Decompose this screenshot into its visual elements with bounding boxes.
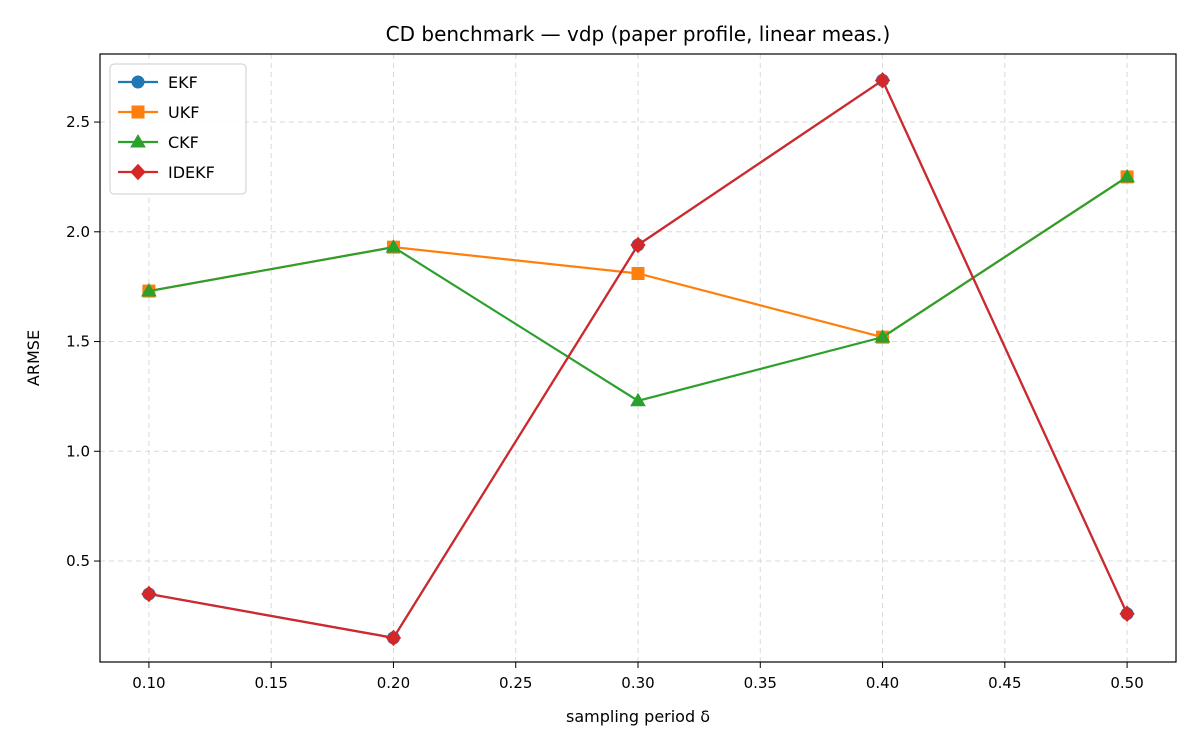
y-tick-label: 0.5 <box>66 552 90 570</box>
legend-box <box>109 63 247 195</box>
legend-entry-ckf: CKF <box>118 133 199 152</box>
ckf-point <box>141 283 157 297</box>
chart-title: CD benchmark — vdp (paper profile, linea… <box>386 22 891 46</box>
legend-swatch-marker <box>130 163 146 181</box>
x-tick-label: 0.25 <box>499 674 532 692</box>
idekf-point <box>1119 605 1135 622</box>
idekf-point <box>141 585 157 603</box>
x-tick-label: 0.35 <box>744 674 777 692</box>
x-tick-label: 0.30 <box>621 674 654 692</box>
series-layer <box>141 72 1135 647</box>
series-ckf <box>141 168 1135 407</box>
idekf-point <box>874 72 891 89</box>
x-tick-label: 0.40 <box>866 674 899 692</box>
ckf-point <box>874 329 891 343</box>
legend: EKF UKF CKF IDEKF <box>109 63 247 195</box>
x-tick-label: 0.15 <box>254 674 287 692</box>
x-tick-label: 0.50 <box>1110 674 1143 692</box>
legend-entry-idekf: IDEKF <box>118 163 215 182</box>
legend-label: UKF <box>168 103 199 122</box>
x-tick-label: 0.45 <box>988 674 1021 692</box>
legend-label: EKF <box>168 73 198 92</box>
y-tick-label: 1.0 <box>66 442 90 460</box>
x-axis-ticks: 0.10 0.15 0.20 0.25 0.30 0.35 0.40 0.45 0.50 <box>132 662 1144 692</box>
ckf-point <box>1119 168 1135 183</box>
ckf-point <box>630 392 646 407</box>
ukf-point <box>631 266 645 280</box>
legend-entry-ekf: EKF <box>118 73 198 92</box>
idekf-point <box>385 629 402 647</box>
legend-swatch-marker <box>131 75 145 89</box>
x-tick-label: 0.20 <box>377 674 410 692</box>
legend-label: IDEKF <box>168 163 215 182</box>
x-tick-label: 0.10 <box>132 674 165 692</box>
ckf-point <box>385 239 402 253</box>
legend-swatch-marker <box>130 134 146 148</box>
legend-label: CKF <box>168 133 199 152</box>
y-axis-ticks: 0.5 1.0 1.5 2.0 2.5 <box>66 113 100 570</box>
legend-entry-ukf: UKF <box>118 103 199 122</box>
idekf-point <box>630 236 646 254</box>
y-axis-label: ARMSE <box>24 330 43 386</box>
legend-swatch-marker <box>131 105 145 119</box>
y-tick-label: 2.5 <box>66 113 90 131</box>
y-tick-label: 1.5 <box>66 333 90 351</box>
series-idekf <box>141 72 1135 647</box>
x-axis-label: sampling period δ <box>566 707 710 726</box>
grid-lines <box>100 54 1176 662</box>
y-tick-label: 2.0 <box>66 223 90 241</box>
